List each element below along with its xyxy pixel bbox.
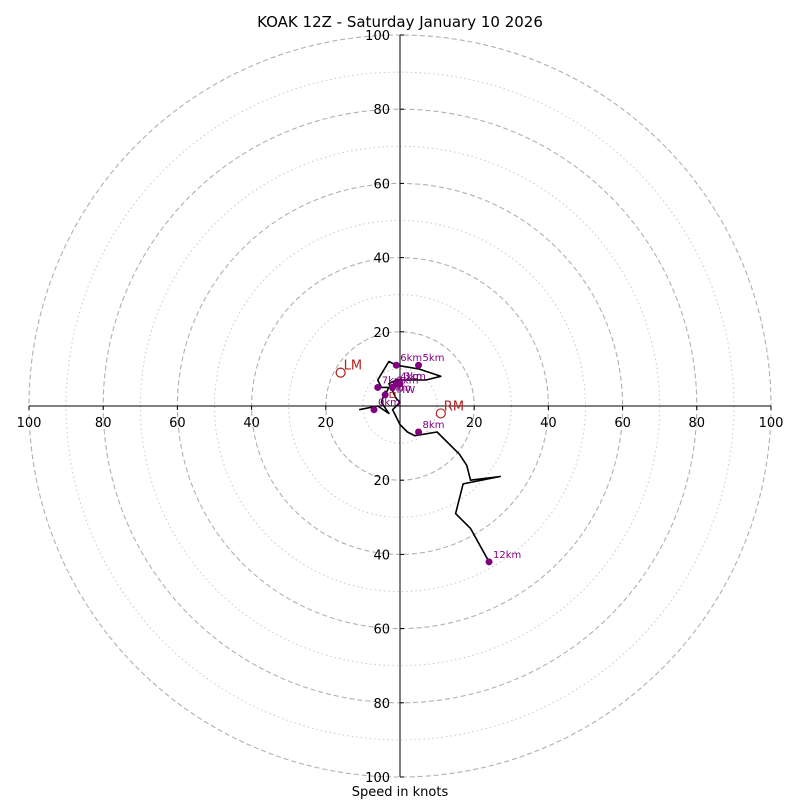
- chart-title: KOAK 12Z - Saturday January 10 2026: [257, 13, 543, 31]
- x-axis-label: Speed in knots: [352, 785, 449, 800]
- x-tick-label: 100: [759, 416, 784, 431]
- height-marker-7km: [374, 383, 382, 391]
- height-label-12km: 12km: [493, 550, 521, 561]
- height-label-7km: 7km: [382, 375, 404, 386]
- height-marker-1km: [381, 391, 389, 399]
- x-tick-label: 20: [318, 416, 335, 431]
- x-tick-label: 80: [689, 416, 706, 431]
- y-tick-label: 20: [373, 326, 390, 341]
- y-tick-label: 60: [373, 623, 390, 638]
- storm-motion-markers: LM RM MW: [335, 359, 464, 419]
- x-tick-label: 80: [95, 416, 112, 431]
- x-tick-label: 20: [466, 416, 483, 431]
- height-label-6km: 6km: [400, 353, 422, 364]
- mean-wind-marker: [389, 391, 396, 398]
- y-tick-label: 40: [373, 548, 390, 563]
- y-tick-label: 80: [373, 697, 390, 712]
- height-marker-0km: [370, 406, 378, 414]
- storm-motion-rm-marker: [435, 408, 446, 419]
- height-label-2km: 2km: [397, 375, 419, 386]
- x-tick-label: 60: [169, 416, 186, 431]
- height-marker-8km: [415, 428, 423, 436]
- storm-motion-lm-marker: [335, 367, 346, 378]
- hodograph-line: [359, 360, 502, 563]
- height-marker-5km: [415, 361, 423, 369]
- height-label-8km: 8km: [423, 420, 445, 431]
- y-tick-label: 60: [373, 177, 390, 192]
- height-label-5km: 5km: [423, 353, 445, 364]
- height-label-0km: 0km: [378, 398, 400, 409]
- height-marker-4km: [392, 380, 400, 388]
- storm-motion-lm-label: LM: [344, 359, 362, 374]
- x-tick-label: 40: [243, 416, 260, 431]
- x-tick-label: 40: [540, 416, 557, 431]
- y-tick-label: 40: [373, 252, 390, 267]
- x-tick-label: 60: [614, 416, 631, 431]
- height-label-1km: 1km: [389, 383, 411, 394]
- height-label-4km: 4km: [400, 372, 422, 383]
- storm-motion-rm-label: RM: [444, 399, 464, 414]
- axes: [29, 35, 771, 777]
- x-tick-label: 100: [17, 416, 42, 431]
- y-tick-label: 100: [365, 29, 390, 44]
- y-tick-label: 100: [365, 771, 390, 786]
- height-label-3km: 3km: [404, 372, 426, 383]
- height-marker-6km: [392, 361, 400, 369]
- axis-ticks: 100 100 80 80 60 60 40 40 20 20 20 20 40 40 60 60 80 80 10…: [17, 29, 784, 786]
- y-tick-label: 80: [373, 103, 390, 118]
- hodograph-trace: [359, 360, 502, 563]
- height-marker-12km: [485, 558, 493, 566]
- mean-wind-label: MW: [397, 385, 416, 396]
- y-tick-label: 20: [373, 474, 390, 489]
